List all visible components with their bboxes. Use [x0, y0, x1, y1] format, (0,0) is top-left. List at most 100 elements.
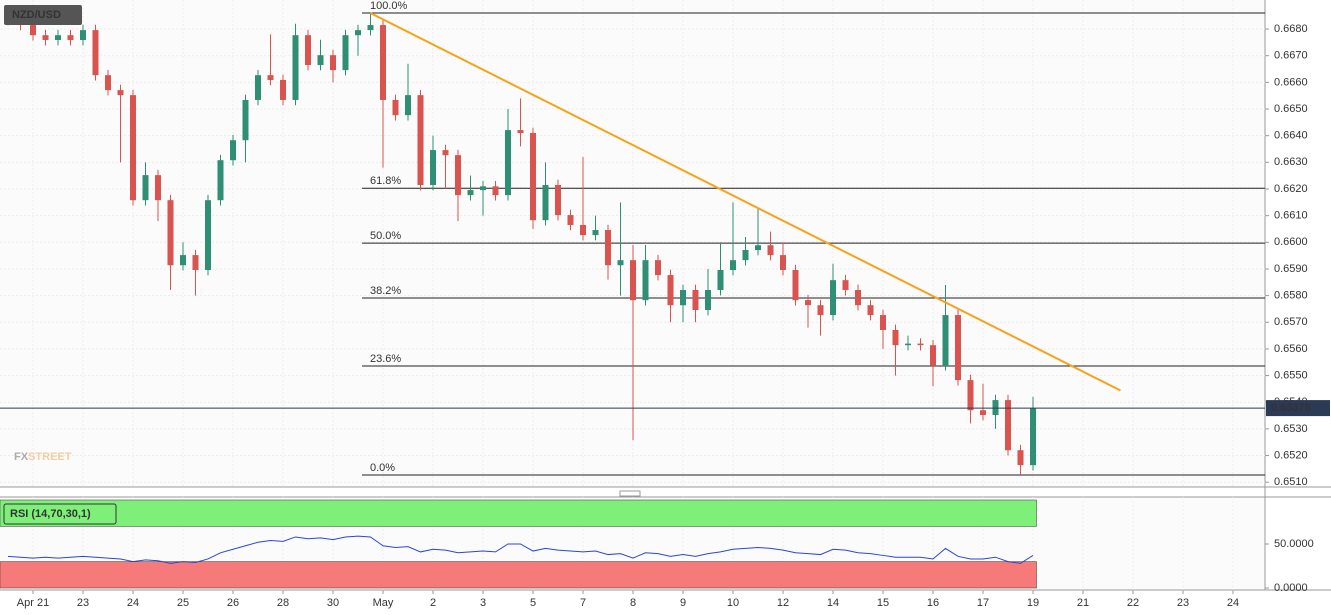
candle-body	[217, 160, 224, 201]
candle-body	[80, 30, 86, 40]
candle-body	[105, 75, 111, 91]
rsi-title-box	[3, 503, 117, 525]
candle-body	[830, 280, 836, 316]
candle-body	[267, 75, 274, 80]
candle-body	[605, 230, 611, 266]
candle-body	[505, 130, 511, 196]
x-tick-label: 24	[127, 597, 139, 609]
title-box	[4, 5, 82, 25]
candle-body	[780, 255, 786, 271]
y-tick-label: 0.6510	[1274, 476, 1308, 488]
x-tick-label: 19	[1027, 597, 1039, 609]
candle-body	[292, 35, 299, 100]
y-tick-label: 0.6550	[1274, 369, 1308, 381]
x-tick-label: 23	[1177, 597, 1189, 609]
candle-body	[705, 290, 711, 311]
candle-body	[680, 290, 686, 306]
candle-body	[317, 55, 324, 66]
y-tick-label: 0.6640	[1274, 130, 1308, 142]
candle-body	[817, 305, 824, 316]
x-tick-label: 26	[227, 597, 239, 609]
candle-body	[655, 260, 661, 276]
x-tick-label: 7	[580, 597, 586, 609]
candle-body	[492, 186, 499, 196]
candle-body	[1030, 408, 1036, 466]
x-tick-label: 3	[480, 597, 486, 609]
candle-body	[1017, 450, 1024, 466]
y-tick-label: 0.6520	[1274, 449, 1308, 461]
candle-body	[330, 55, 336, 71]
candle-body	[992, 400, 999, 416]
candle-body	[742, 250, 749, 261]
y-tick-label: 0.6610	[1274, 210, 1308, 222]
fib-label: 38.2%	[370, 285, 401, 297]
candle-body	[155, 175, 161, 201]
candle-body	[530, 133, 536, 221]
candle-body	[192, 255, 199, 271]
y-tick-label: 0.6580	[1274, 290, 1308, 302]
x-tick-label: 24	[1227, 597, 1239, 609]
last-price-box	[1266, 400, 1330, 417]
candle-body	[405, 95, 411, 116]
candle-body	[580, 224, 586, 236]
watermark-part: STREET	[28, 451, 72, 463]
candle-body	[967, 380, 974, 411]
candle-body	[30, 25, 36, 36]
candle-body	[617, 260, 624, 266]
candle-body	[667, 275, 674, 306]
x-tick-label: 25	[177, 597, 189, 609]
y-tick-label: 0.6600	[1274, 236, 1308, 248]
rsi-title: RSI (14,70,30,1)	[10, 508, 91, 520]
candle-body	[442, 150, 449, 156]
candle-body	[755, 245, 761, 251]
candle-body	[180, 255, 186, 266]
candle-body	[555, 184, 561, 216]
candle-body	[517, 130, 524, 134]
candle-body	[717, 270, 724, 291]
x-tick-label: 10	[727, 597, 739, 609]
x-tick-label: 15	[877, 597, 889, 609]
candle-body	[930, 345, 936, 366]
x-tick-label: 28	[277, 597, 289, 609]
candle-body	[242, 99, 249, 141]
candle-body	[117, 90, 124, 96]
y-tick-label: 0.6680	[1274, 23, 1308, 35]
last-price-label: 0.65378	[1271, 402, 1311, 414]
candle-body	[855, 290, 861, 306]
candle-body	[92, 30, 99, 76]
candle-body	[230, 140, 236, 161]
fib-label: 100.0%	[370, 0, 408, 12]
x-tick-label: 30	[327, 597, 339, 609]
candle-body	[130, 95, 136, 201]
fib-label: 61.8%	[370, 175, 401, 187]
y-tick-label: 0.0000	[1274, 582, 1308, 594]
pane-handle[interactable]	[619, 490, 641, 497]
watermark: FXSTREET	[14, 451, 72, 463]
rsi-line	[7, 535, 1034, 564]
x-tick-label: 16	[927, 597, 939, 609]
candle-body	[805, 300, 811, 306]
candle-body	[867, 305, 874, 316]
candle-body	[905, 343, 911, 346]
y-tick-label: 0.6620	[1274, 183, 1308, 195]
candle-body	[167, 200, 174, 266]
candle-body	[355, 30, 361, 36]
y-tick-label: 0.6660	[1274, 76, 1308, 88]
candle-body	[592, 230, 599, 236]
x-tick-label: 9	[680, 597, 686, 609]
fib-label: 0.0%	[370, 462, 395, 474]
candle-body	[542, 184, 549, 221]
candle-body	[430, 150, 436, 185]
chart-title: NZD/USD	[12, 9, 61, 21]
candle-body	[142, 175, 149, 201]
y-tick-label: 0.6560	[1274, 343, 1308, 355]
y-tick-label: 0.6590	[1274, 263, 1308, 275]
candle-body	[692, 290, 699, 311]
candle-body	[255, 75, 261, 100]
y-tick-label: 50.0000	[1274, 538, 1314, 550]
overbought-band	[0, 499, 1037, 527]
x-tick-label: 5	[530, 597, 536, 609]
y-tick-label: 0.6650	[1274, 103, 1308, 115]
candle-body	[792, 270, 799, 301]
x-tick-label: 21	[1077, 597, 1089, 609]
